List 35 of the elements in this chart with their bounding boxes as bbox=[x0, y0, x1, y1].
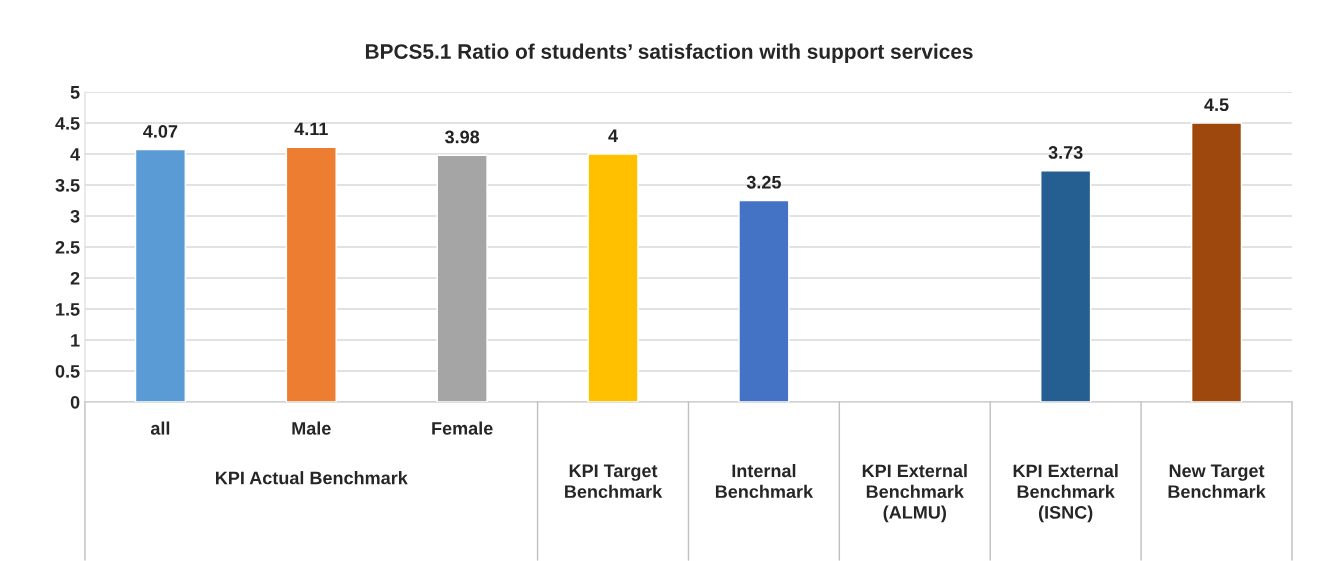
bar bbox=[436, 154, 488, 403]
data-label: 3.73 bbox=[1048, 146, 1083, 159]
x-tick-label: KPI Target Benchmark bbox=[565, 464, 663, 499]
y-tick-label: 2 bbox=[70, 271, 80, 285]
data-label: 4.11 bbox=[294, 122, 328, 136]
chart-title: BPCS5.1 Ratio of students’ satisfaction with support services bbox=[365, 43, 973, 64]
x-tick-label: KPI External Benchmark (ISNC) bbox=[1013, 464, 1118, 523]
x-tick-label: Female bbox=[432, 421, 493, 435]
bar bbox=[285, 146, 337, 403]
data-label: 4.07 bbox=[143, 124, 178, 138]
y-tick-label: 5 bbox=[70, 86, 80, 99]
x-tick-label: Male bbox=[292, 421, 331, 435]
bar bbox=[738, 199, 790, 403]
y-tick-label: 4 bbox=[70, 148, 81, 161]
x-tick-label: all bbox=[150, 421, 170, 435]
y-tick-label: 0.5 bbox=[55, 364, 80, 378]
data-label: 4 bbox=[608, 129, 618, 142]
x-tick-label: KPI External Benchmark (ALMU) bbox=[862, 464, 967, 523]
bar bbox=[1040, 170, 1092, 403]
y-tick-label: 1.5 bbox=[56, 303, 80, 316]
data-label: 3.98 bbox=[445, 130, 480, 144]
bar bbox=[1190, 122, 1243, 403]
data-label: 3.25 bbox=[746, 175, 781, 189]
bar bbox=[587, 153, 639, 403]
data-label: 4.5 bbox=[1204, 98, 1229, 112]
x-tick-label: Internal Benchmark bbox=[715, 464, 814, 499]
y-tick-label: 1 bbox=[71, 334, 80, 347]
y-tick-label: 3 bbox=[70, 209, 80, 223]
y-tick-label: 4.5 bbox=[55, 117, 80, 130]
text: KPI Actual Benchmark bbox=[216, 471, 408, 485]
x-tick-label: New Target Benchmark bbox=[1168, 464, 1266, 499]
y-tick-label: 0 bbox=[70, 395, 80, 409]
y-tick-label: 2.5 bbox=[55, 240, 80, 254]
y-tick-label: 3.5 bbox=[55, 178, 80, 192]
bar bbox=[134, 148, 186, 403]
